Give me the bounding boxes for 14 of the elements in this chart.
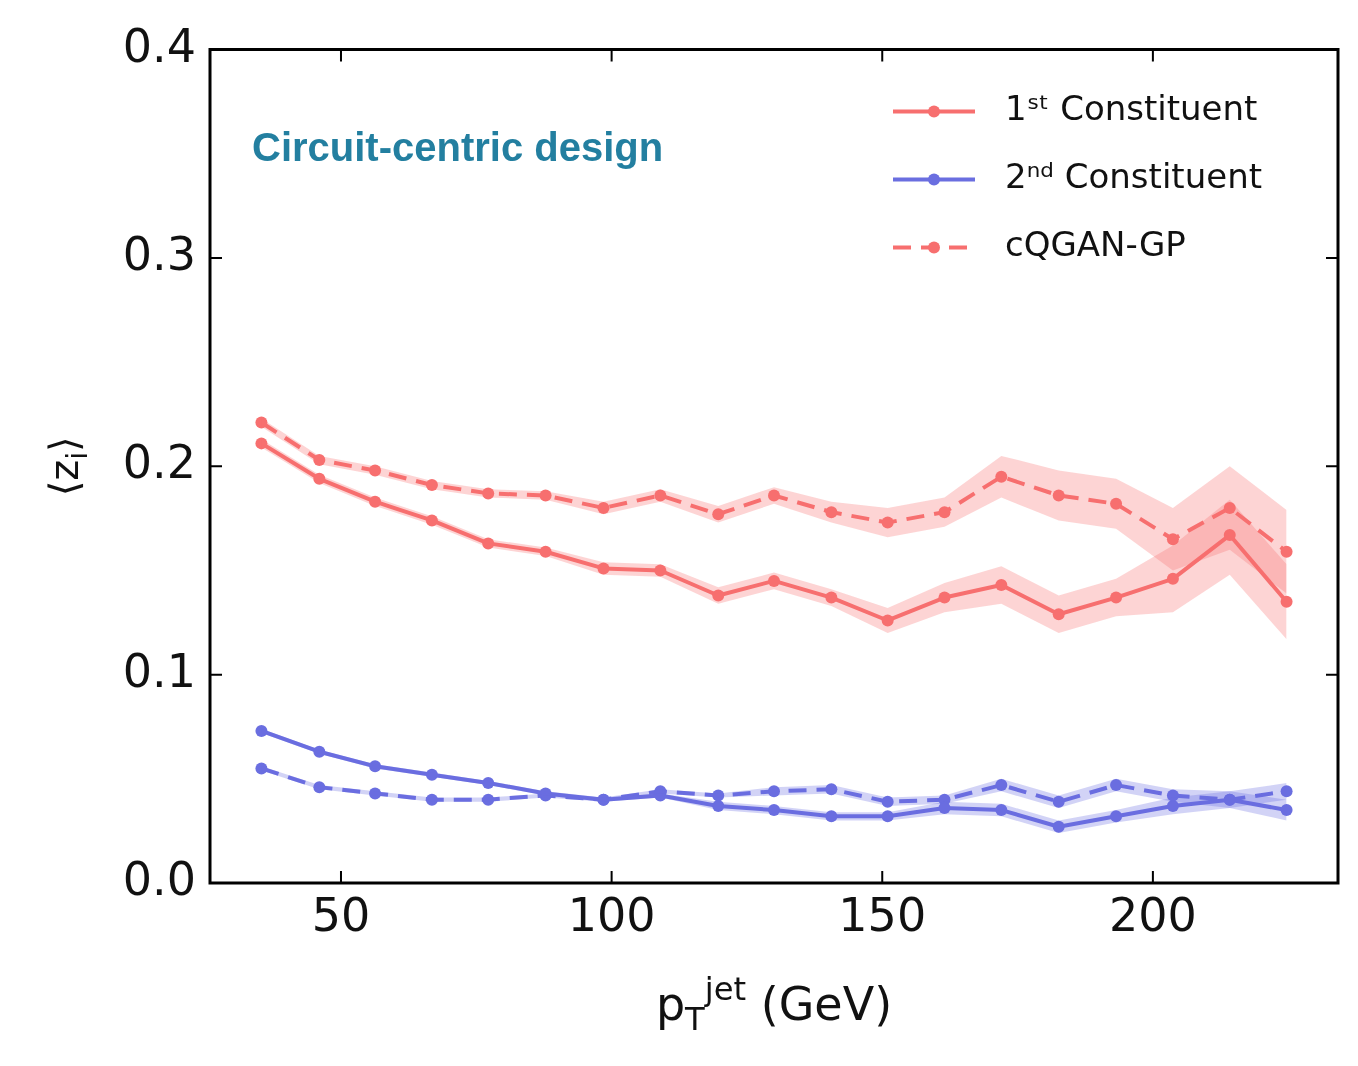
y-tick-label: 0.2: [122, 435, 196, 490]
y-tick-label: 0.4: [122, 18, 196, 73]
y-tick-label: 0.1: [122, 643, 196, 698]
legend-label: 1ˢᵗ Constituent: [1005, 88, 1258, 129]
x-tick-label: 200: [1108, 887, 1197, 942]
legend-label: cQGAN-GP: [1005, 224, 1186, 265]
x-tick-label: 100: [567, 887, 656, 942]
y-tick-label: 0.0: [122, 851, 196, 906]
annotation: Circuit-centric design: [252, 124, 664, 169]
legend-label: 2ⁿᵈ Constituent: [1005, 156, 1263, 197]
x-tick-label: 150: [838, 887, 927, 942]
y-axis-title: ⟨zi⟩: [41, 436, 95, 497]
y-tick-label: 0.3: [122, 226, 196, 281]
x-tick-label: 50: [311, 887, 371, 942]
